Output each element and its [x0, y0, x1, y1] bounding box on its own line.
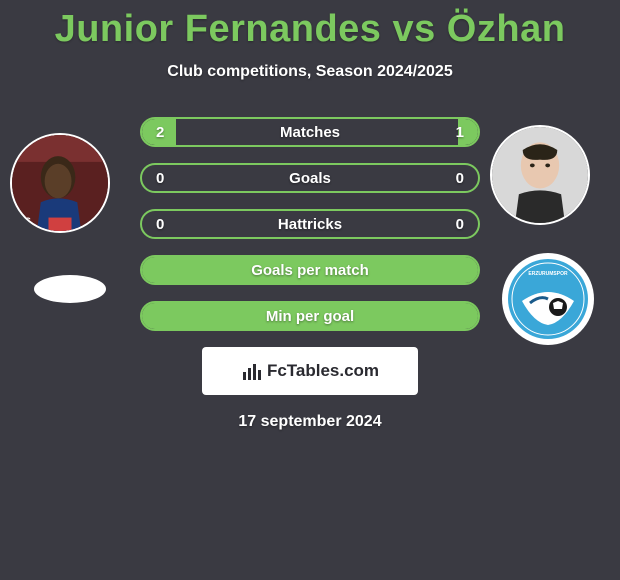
stat-right-value: 0: [456, 216, 464, 233]
stat-row-matches: 2 Matches 1: [140, 117, 480, 147]
stats-area: 2 Matches 1 0 Goals 0 0 Hattricks 0 Go: [140, 117, 480, 331]
svg-text:ERZURUMSPOR: ERZURUMSPOR: [528, 271, 568, 277]
stat-row-goals: 0 Goals 0: [140, 163, 480, 193]
player-right-photo: [492, 127, 588, 223]
stat-label: Min per goal: [142, 308, 478, 325]
stat-row-hattricks: 0 Hattricks 0: [140, 209, 480, 239]
footer-brand-text: FcTables.com: [267, 361, 379, 381]
chart-icon: [241, 360, 263, 382]
stat-label: Goals per match: [142, 262, 478, 279]
player-right-avatar: [490, 125, 590, 225]
stat-right-value: 0: [456, 170, 464, 187]
comparison-section: C: [0, 117, 620, 431]
page-title: Junior Fernandes vs Özhan: [0, 0, 620, 51]
stat-right-value: 1: [456, 124, 464, 141]
club-right-badge: ERZURUMSPOR: [502, 253, 594, 345]
stat-row-goals-per-match: Goals per match: [140, 255, 480, 285]
stat-row-min-per-goal: Min per goal: [140, 301, 480, 331]
footer-brand-box: FcTables.com: [202, 347, 418, 395]
player-left-avatar: C: [10, 133, 110, 233]
player-left-photo: C: [12, 135, 108, 231]
subtitle: Club competitions, Season 2024/2025: [0, 63, 620, 81]
footer-date: 17 september 2024: [0, 413, 620, 431]
comparison-card: Junior Fernandes vs Özhan Club competiti…: [0, 0, 620, 431]
stat-label: Matches: [142, 124, 478, 141]
club-left-badge: [34, 275, 106, 303]
stat-label: Goals: [142, 170, 478, 187]
stat-label: Hattricks: [142, 216, 478, 233]
svg-text:C: C: [24, 215, 30, 225]
